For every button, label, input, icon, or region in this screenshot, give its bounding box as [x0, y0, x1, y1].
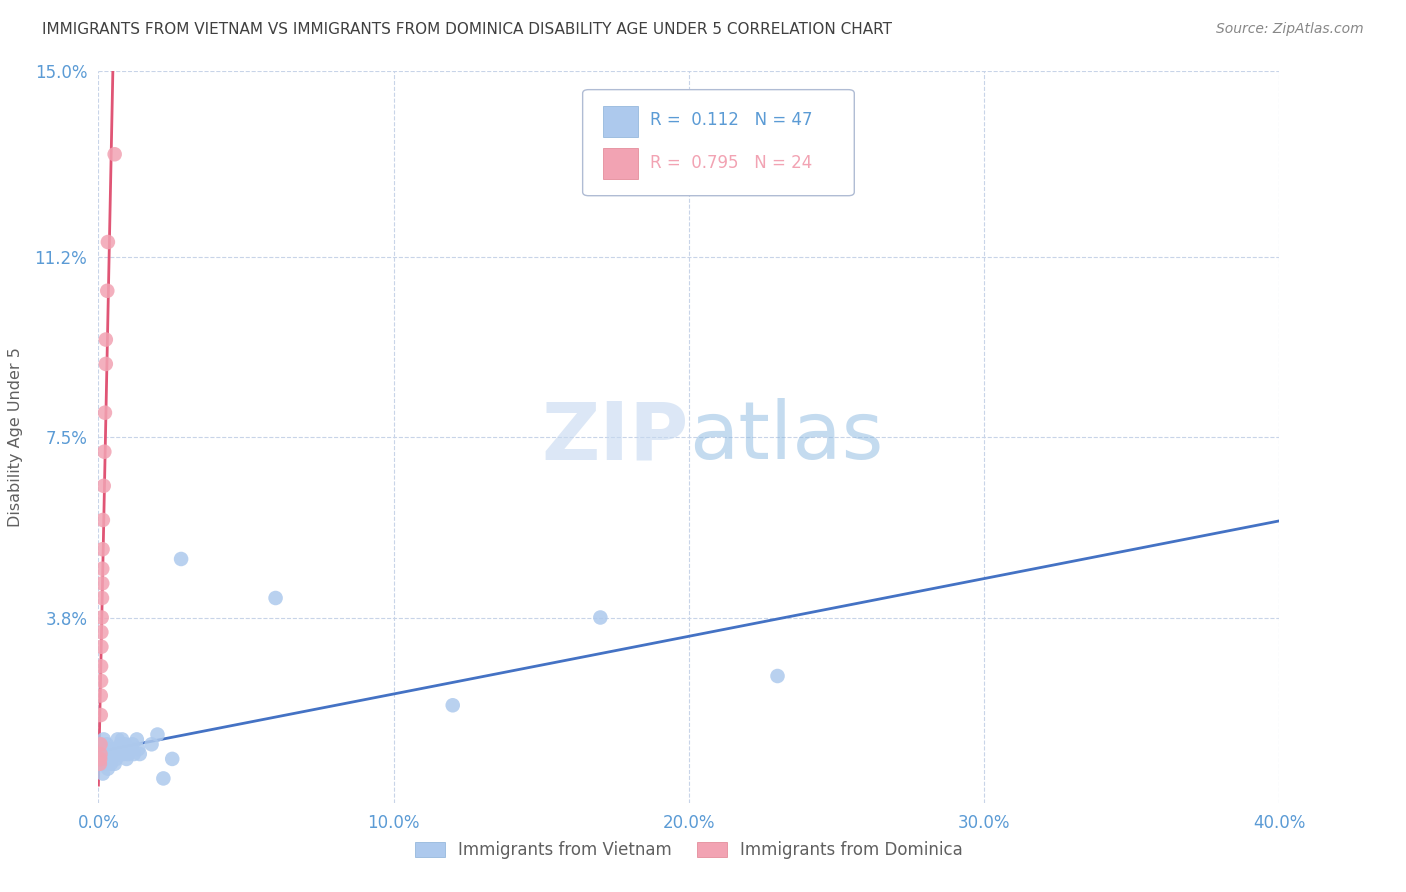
Point	[100, 752, 122, 766]
Point	[90, 756, 112, 771]
Point	[93, 479, 115, 493]
Point	[162, 752, 183, 766]
Point	[91, 542, 114, 557]
Point	[125, 732, 148, 747]
FancyBboxPatch shape	[582, 90, 855, 195]
Point	[90, 625, 112, 640]
Point	[89, 756, 111, 771]
Point	[91, 513, 114, 527]
Point	[127, 742, 149, 756]
Point	[90, 659, 112, 673]
Point	[108, 742, 131, 756]
Point	[97, 235, 120, 249]
Point	[94, 742, 117, 756]
Point	[105, 747, 128, 761]
Text: R =  0.795   N = 24: R = 0.795 N = 24	[650, 153, 813, 172]
Point	[115, 752, 138, 766]
Point	[101, 747, 124, 761]
Point	[107, 747, 129, 761]
Point	[91, 591, 114, 605]
Point	[90, 640, 112, 654]
Point	[89, 737, 111, 751]
Point	[93, 756, 115, 771]
Point	[589, 610, 612, 624]
Point	[121, 737, 143, 751]
Point	[94, 357, 117, 371]
Point	[96, 284, 118, 298]
Text: Source: ZipAtlas.com: Source: ZipAtlas.com	[1216, 22, 1364, 37]
Point	[91, 752, 114, 766]
Point	[98, 742, 121, 756]
Point	[114, 737, 136, 751]
Point	[91, 766, 114, 780]
Y-axis label: Disability Age Under 5: Disability Age Under 5	[8, 347, 24, 527]
Point	[90, 673, 112, 688]
Point	[141, 737, 163, 751]
Point	[104, 756, 127, 771]
Point	[111, 732, 134, 747]
Point	[93, 732, 115, 747]
Point	[96, 756, 118, 771]
Point	[94, 406, 117, 420]
Point	[264, 591, 287, 605]
Point	[94, 747, 117, 761]
Point	[128, 747, 150, 761]
Point	[122, 747, 145, 761]
Point	[91, 576, 114, 591]
Point	[89, 747, 111, 761]
Point	[117, 747, 139, 761]
Point	[94, 752, 117, 766]
Point	[94, 333, 117, 347]
Text: R =  0.112   N = 47: R = 0.112 N = 47	[650, 112, 813, 129]
Point	[91, 562, 114, 576]
Point	[105, 752, 128, 766]
Point	[441, 698, 464, 713]
Point	[91, 747, 114, 761]
Point	[120, 742, 142, 756]
Point	[93, 444, 115, 458]
Legend: Immigrants from Vietnam, Immigrants from Dominica: Immigrants from Vietnam, Immigrants from…	[406, 833, 972, 868]
Point	[112, 747, 135, 761]
Point	[766, 669, 789, 683]
FancyBboxPatch shape	[603, 148, 638, 179]
Point	[103, 742, 125, 756]
Point	[170, 552, 193, 566]
FancyBboxPatch shape	[603, 106, 638, 137]
Point	[97, 762, 120, 776]
Point	[96, 737, 118, 751]
Point	[100, 756, 122, 771]
Point	[90, 689, 112, 703]
Point	[152, 772, 174, 786]
Text: atlas: atlas	[689, 398, 883, 476]
Text: ZIP: ZIP	[541, 398, 689, 476]
Point	[107, 732, 129, 747]
Point	[90, 708, 112, 723]
Point	[89, 752, 111, 766]
Point	[97, 752, 120, 766]
Point	[146, 727, 169, 741]
Point	[104, 147, 127, 161]
Point	[110, 737, 132, 751]
Point	[98, 747, 121, 761]
Point	[90, 737, 112, 751]
Text: IMMIGRANTS FROM VIETNAM VS IMMIGRANTS FROM DOMINICA DISABILITY AGE UNDER 5 CORRE: IMMIGRANTS FROM VIETNAM VS IMMIGRANTS FR…	[42, 22, 893, 37]
Point	[90, 610, 112, 624]
